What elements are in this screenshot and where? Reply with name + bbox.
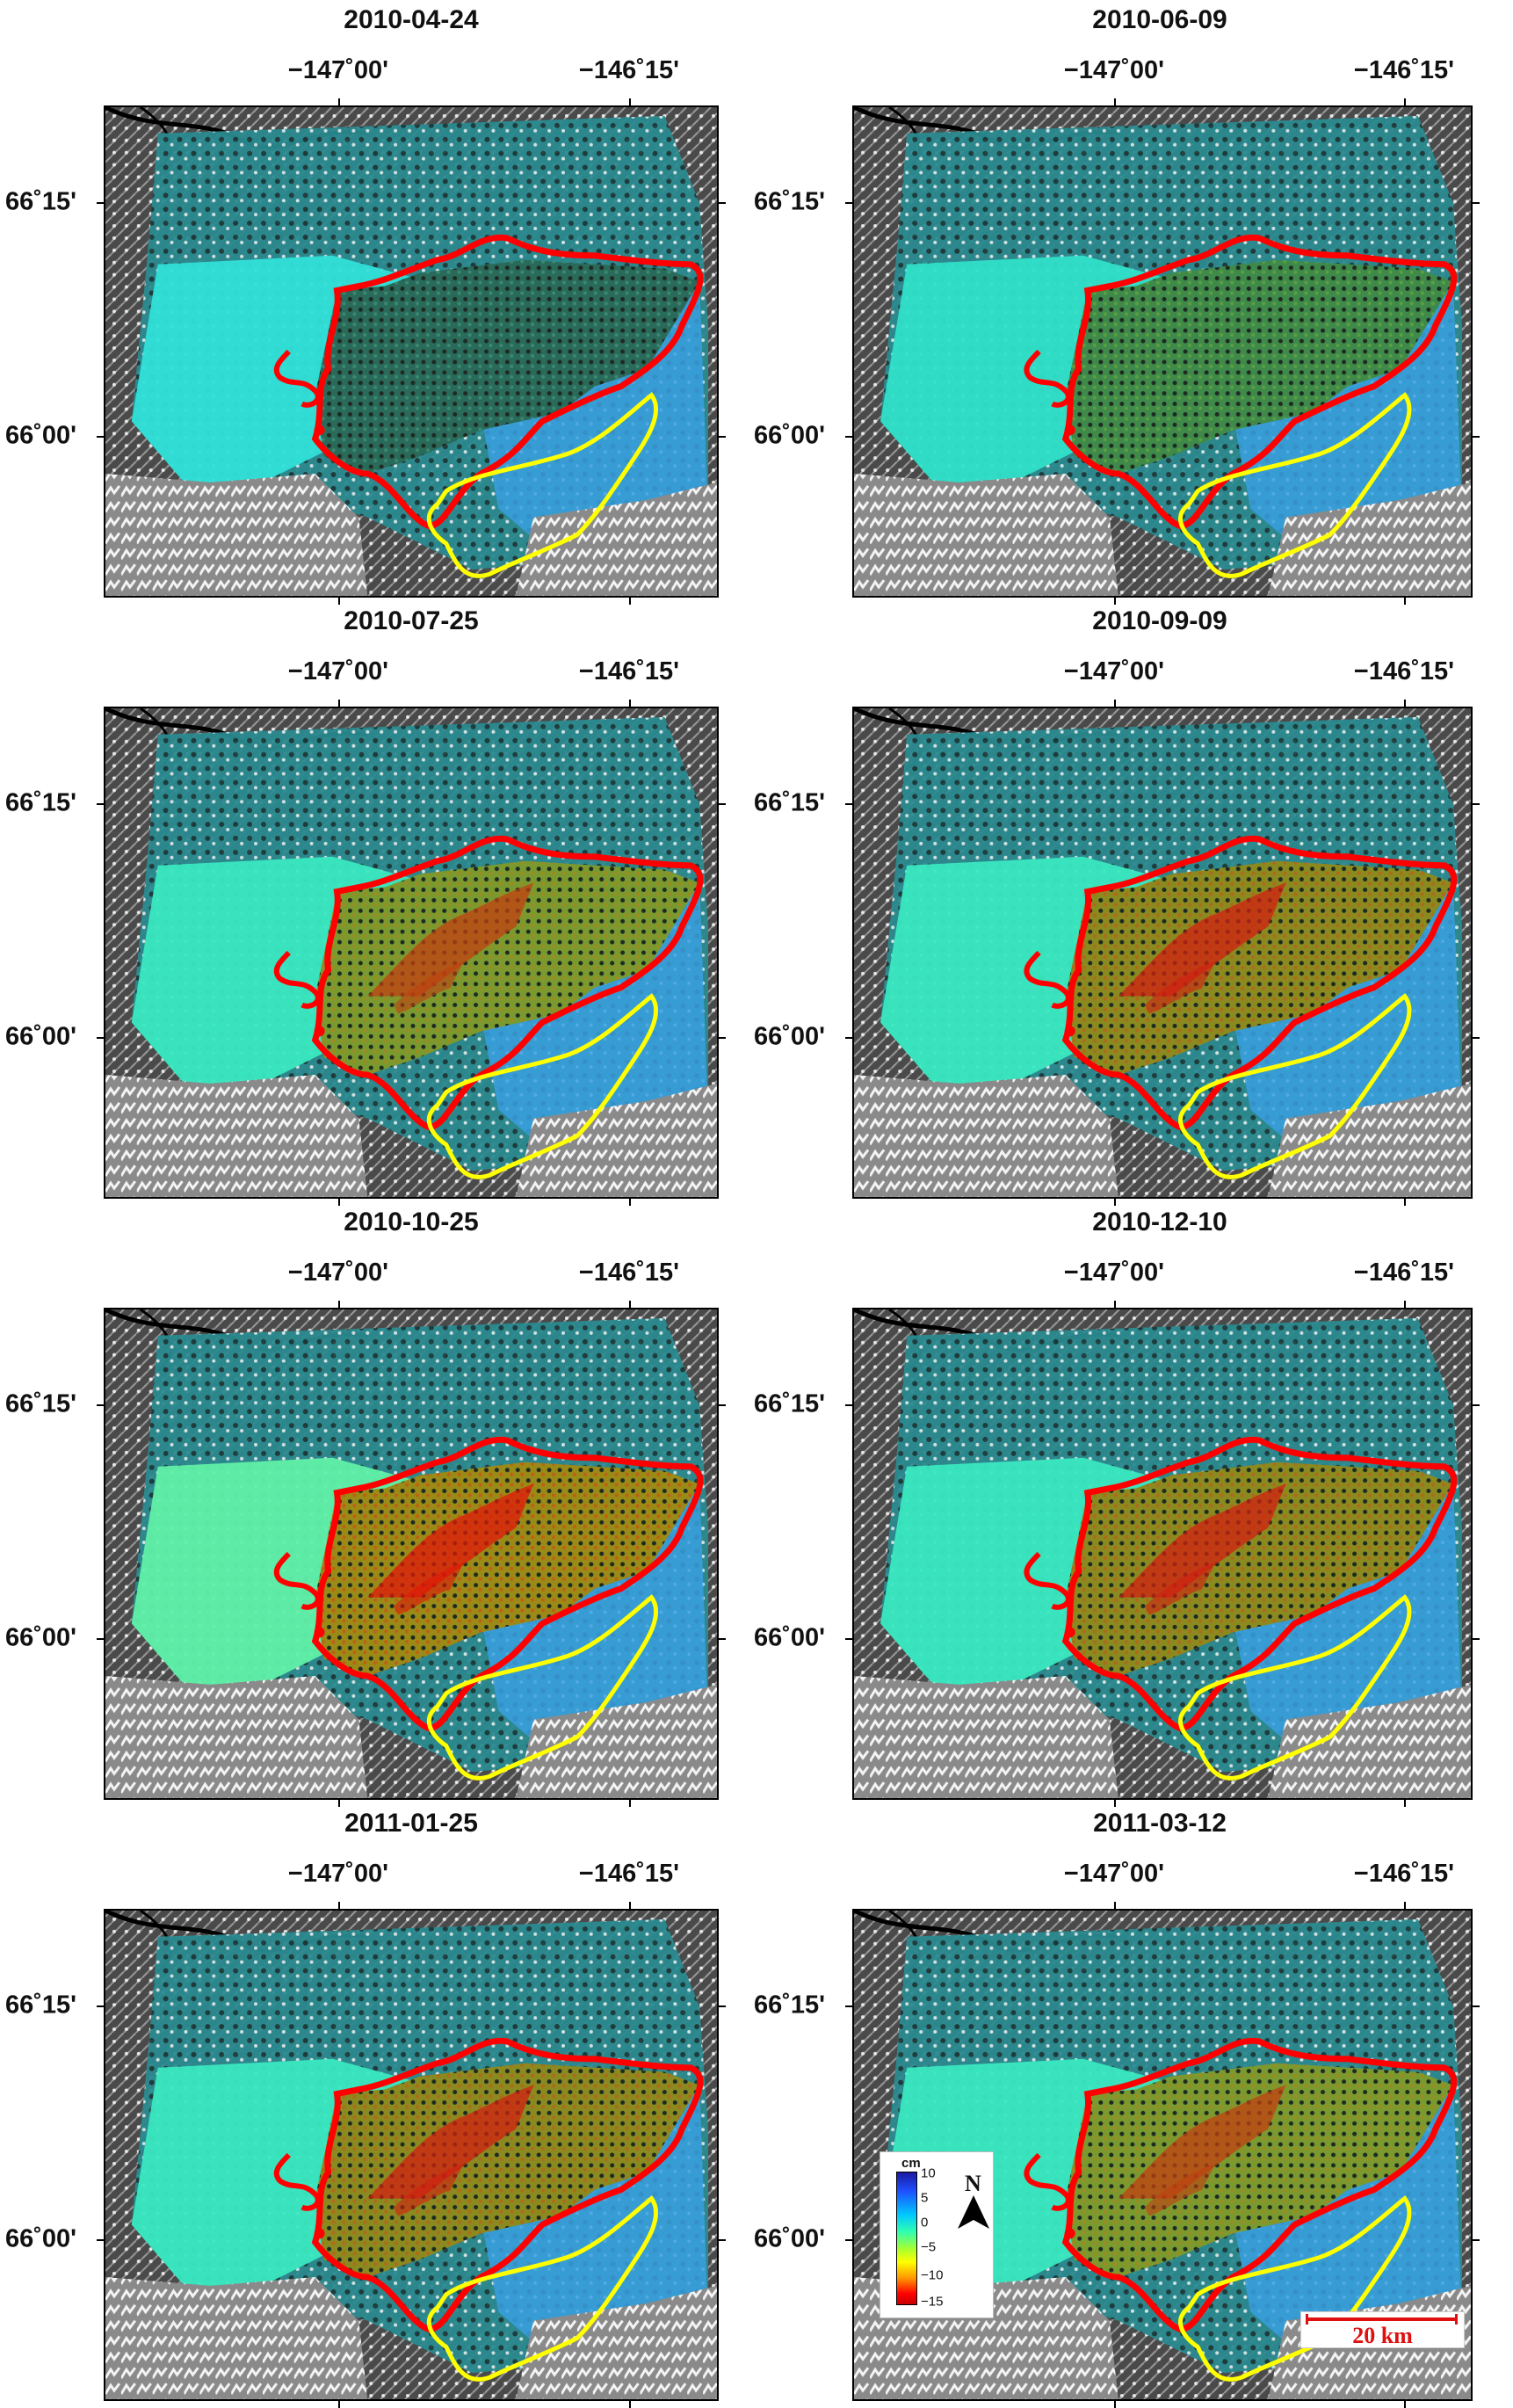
longitude-label: −147˚00' bbox=[287, 56, 389, 84]
panel-date: 2010-04-24 bbox=[344, 5, 479, 34]
colorbar-tick: −10 bbox=[921, 2267, 944, 2283]
scale-bar: 20 km bbox=[1300, 2311, 1465, 2348]
insar-map bbox=[105, 1911, 717, 2399]
longitude-label: −146˚15' bbox=[1353, 1860, 1455, 1888]
insar-map bbox=[854, 1911, 1471, 2399]
panel-date: 2010-07-25 bbox=[344, 606, 479, 635]
panel-date: 2010-06-09 bbox=[1092, 5, 1227, 34]
panel-date: 2011-03-12 bbox=[1093, 1809, 1227, 1838]
second-perimeter bbox=[1177, 392, 1412, 578]
colorbar-tick: −15 bbox=[921, 2294, 944, 2310]
colorbar-legend: cm 10 5 0 −5 −10 −15 bbox=[880, 2151, 994, 2318]
north-arrow: N bbox=[956, 2171, 991, 2232]
latitude-label: 66˚00' bbox=[5, 1022, 77, 1051]
scale-bar-label: 20 km bbox=[1352, 2323, 1413, 2348]
second-perimeter bbox=[426, 2195, 658, 2382]
latitude-label: 66˚00' bbox=[5, 2224, 77, 2253]
map-frame bbox=[104, 1308, 719, 1800]
longitude-label: −146˚15' bbox=[578, 1860, 680, 1888]
map-panel: 2010-04-24 −147˚00' −146˚15' 66˚15' 66˚00' bbox=[0, 0, 756, 605]
longitude-label: −146˚15' bbox=[578, 1258, 680, 1287]
map-panel: 2010-06-09 −147˚00' −146˚15' 66˚15' 66˚00' bbox=[754, 0, 1513, 605]
latitude-label: 66˚00' bbox=[754, 1022, 826, 1051]
latitude-label: 66˚00' bbox=[5, 1623, 77, 1652]
latitude-label: 66˚00' bbox=[5, 421, 77, 450]
second-perimeter bbox=[1177, 993, 1412, 1179]
insar-map bbox=[105, 1309, 717, 1798]
insar-map bbox=[854, 1309, 1471, 1798]
map-frame bbox=[852, 707, 1473, 1199]
map-frame bbox=[104, 707, 719, 1199]
map-panel: 2010-07-25 −147˚00' −146˚15' 66˚15' 66˚00' bbox=[0, 601, 756, 1206]
fire-perimeter bbox=[1061, 234, 1458, 530]
latitude-label: 66˚15' bbox=[5, 1991, 77, 2020]
map-panel: 2010-12-10 −147˚00' −146˚15' 66˚15' 66˚00' bbox=[754, 1202, 1513, 1807]
colorbar-unit: cm bbox=[901, 2156, 921, 2171]
panel-date: 2010-12-10 bbox=[1092, 1208, 1227, 1237]
latitude-label: 66˚15' bbox=[754, 1389, 826, 1418]
north-label: N bbox=[965, 2171, 981, 2196]
latitude-label: 66˚15' bbox=[5, 1389, 77, 1418]
map-frame bbox=[852, 105, 1473, 598]
latitude-label: 66˚15' bbox=[754, 187, 826, 216]
longitude-label: −146˚15' bbox=[578, 56, 680, 84]
panel-date: 2010-10-25 bbox=[344, 1208, 479, 1237]
colorbar-tick: 0 bbox=[921, 2215, 929, 2230]
longitude-label: −147˚00' bbox=[287, 657, 389, 685]
fire-perimeter bbox=[1061, 2037, 1458, 2333]
map-frame bbox=[852, 1909, 1473, 2401]
latitude-label: 66˚00' bbox=[754, 1623, 826, 1652]
fire-perimeter bbox=[311, 835, 704, 1131]
map-panel: 2011-01-25 −147˚00' −146˚15' 66˚15' 66˚00' bbox=[0, 1803, 756, 2408]
longitude-label: −147˚00' bbox=[1063, 657, 1165, 685]
map-frame bbox=[104, 105, 719, 598]
colorbar-tick: 10 bbox=[921, 2165, 936, 2181]
fire-perimeter bbox=[1061, 1436, 1458, 1732]
latitude-label: 66˚15' bbox=[754, 1991, 826, 2020]
colorbar-tick: 5 bbox=[921, 2190, 929, 2206]
longitude-label: −147˚00' bbox=[287, 1258, 389, 1287]
insar-map bbox=[105, 708, 717, 1197]
north-arrow-icon bbox=[958, 2195, 989, 2229]
longitude-label: −147˚00' bbox=[287, 1860, 389, 1888]
second-perimeter bbox=[1177, 2195, 1412, 2382]
second-perimeter bbox=[1177, 1594, 1412, 1781]
fire-perimeter bbox=[311, 2037, 704, 2333]
panel-date: 2010-09-09 bbox=[1092, 606, 1227, 635]
fire-perimeter bbox=[311, 234, 704, 530]
latitude-label: 66˚15' bbox=[5, 788, 77, 817]
map-frame bbox=[852, 1308, 1473, 1800]
longitude-label: −146˚15' bbox=[1353, 657, 1455, 685]
second-perimeter bbox=[426, 1594, 658, 1781]
colorbar-tick: −5 bbox=[921, 2239, 937, 2255]
longitude-label: −146˚15' bbox=[1353, 1258, 1455, 1287]
panel-date: 2011-01-25 bbox=[344, 1809, 478, 1838]
second-perimeter bbox=[426, 993, 658, 1179]
longitude-label: −147˚00' bbox=[1063, 1860, 1165, 1888]
longitude-label: −147˚00' bbox=[1063, 1258, 1165, 1287]
longitude-label: −146˚15' bbox=[578, 657, 680, 685]
latitude-label: 66˚00' bbox=[754, 421, 826, 450]
colorbar bbox=[896, 2172, 917, 2305]
latitude-label: 66˚15' bbox=[754, 788, 826, 817]
map-panel: 2010-09-09 −147˚00' −146˚15' 66˚15' 66˚00' bbox=[754, 601, 1513, 1206]
longitude-label: −146˚15' bbox=[1353, 56, 1455, 84]
fire-perimeter bbox=[311, 1436, 704, 1732]
latitude-label: 66˚00' bbox=[754, 2224, 826, 2253]
second-perimeter bbox=[426, 392, 658, 578]
map-panel: 2010-10-25 −147˚00' −146˚15' 66˚15' 66˚00' bbox=[0, 1202, 756, 1807]
insar-map bbox=[854, 107, 1471, 596]
insar-map bbox=[854, 708, 1471, 1197]
insar-map bbox=[105, 107, 717, 596]
fire-perimeter bbox=[1061, 835, 1458, 1131]
map-panel: 2011-03-12 −147˚00' −146˚15' 66˚15' 66˚00' bbox=[754, 1803, 1513, 2408]
map-frame bbox=[104, 1909, 719, 2401]
longitude-label: −147˚00' bbox=[1063, 56, 1165, 84]
latitude-label: 66˚15' bbox=[5, 187, 77, 216]
